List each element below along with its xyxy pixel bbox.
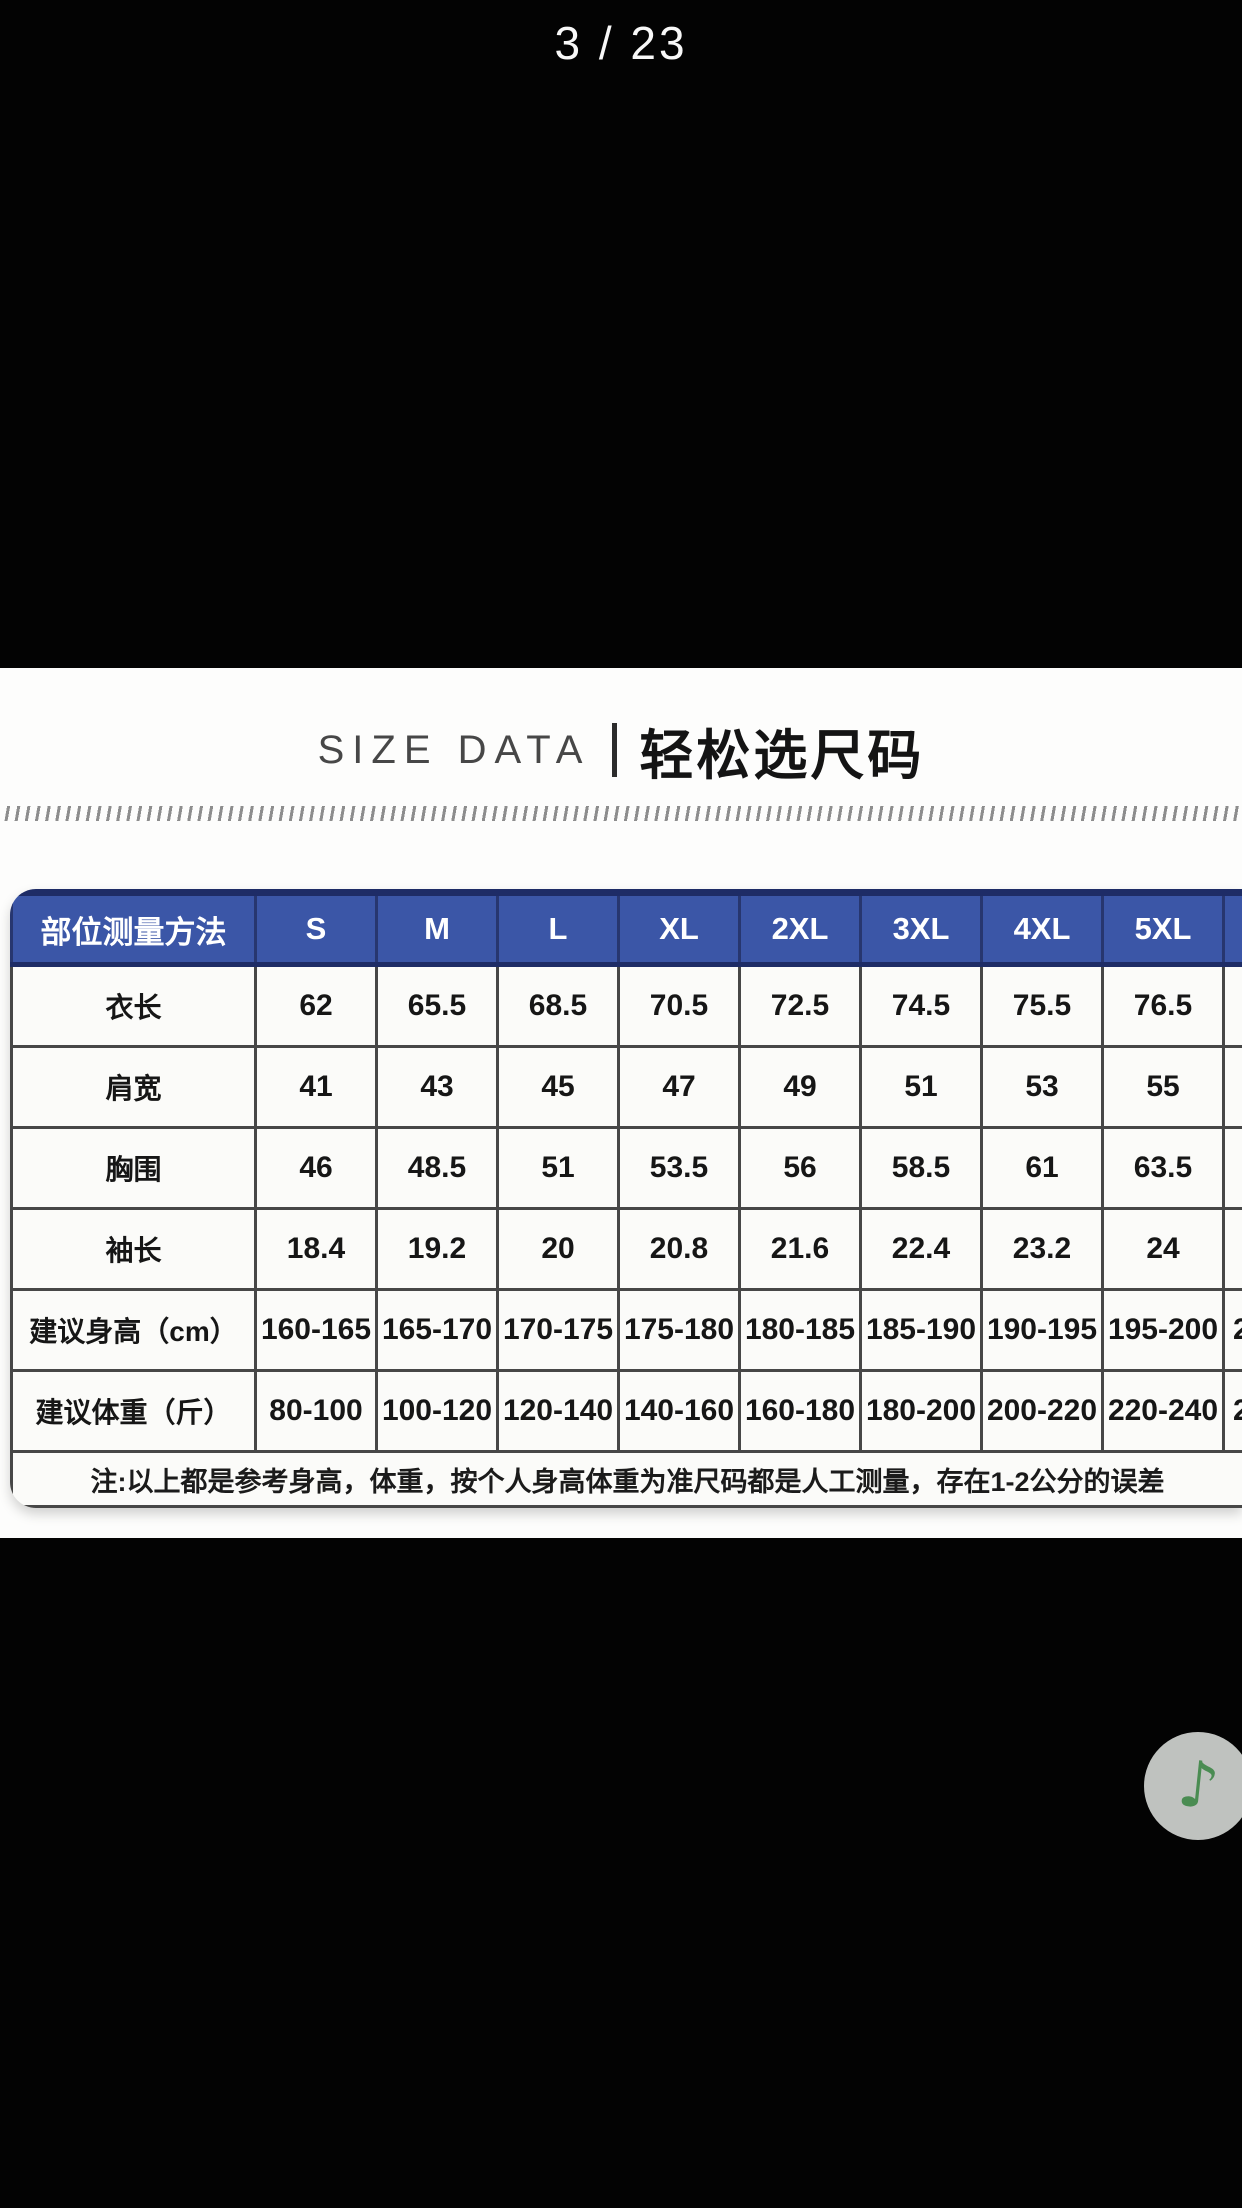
table-cell: 53 (980, 1045, 1104, 1129)
header-cell-size: 2XL (738, 889, 862, 967)
table-cell: 20.8 (617, 1207, 741, 1291)
table-cell: 21.6 (738, 1207, 862, 1291)
table-cell: 140-160 (617, 1369, 741, 1453)
table-cell: 170-175 (496, 1288, 620, 1372)
row-label: 胸围 (10, 1126, 257, 1210)
table-cell: 180-185 (738, 1288, 862, 1372)
table-cell: 195-200 (1101, 1288, 1225, 1372)
music-button[interactable]: ♪ (1144, 1732, 1242, 1840)
table-cell: 68.5 (496, 963, 620, 1048)
table-cell: 185-190 (859, 1288, 983, 1372)
table-cell: 41 (254, 1045, 378, 1129)
table-cell: 72.5 (738, 963, 862, 1048)
table-cell-cutoff (1222, 1045, 1242, 1129)
table-cell: 165-170 (375, 1288, 499, 1372)
product-image-dark-area-bottom[interactable] (0, 1538, 1242, 2208)
table-cell: 55 (1101, 1045, 1225, 1129)
table-cell: 220-240 (1101, 1369, 1225, 1453)
table-cell: 43 (375, 1045, 499, 1129)
row-label: 肩宽 (10, 1045, 257, 1129)
table-cell: 190-195 (980, 1288, 1104, 1372)
table-row: 建议体重（斤） 80-100 100-120 120-140 140-160 1… (10, 1369, 1242, 1453)
table-cell: 180-200 (859, 1369, 983, 1453)
table-cell: 48.5 (375, 1126, 499, 1210)
table-cell: 120-140 (496, 1369, 620, 1453)
table-cell: 51 (859, 1045, 983, 1129)
table-cell: 47 (617, 1045, 741, 1129)
table-cell-cutoff: 24 (1222, 1369, 1242, 1453)
table-cell: 175-180 (617, 1288, 741, 1372)
header-cell-size: 4XL (980, 889, 1104, 967)
header-cell-size: L (496, 889, 620, 967)
table-cell: 51 (496, 1126, 620, 1210)
table-cell-cutoff (1222, 1126, 1242, 1210)
header-cell-size: 3XL (859, 889, 983, 967)
hatched-divider (0, 806, 1242, 821)
size-table: 部位测量方法 S M L XL 2XL 3XL 4XL 5XL 衣长 62 65… (10, 889, 1242, 1508)
section-title: SIZE DATA 轻松选尺码 (0, 668, 1242, 786)
row-label: 建议体重（斤） (10, 1369, 257, 1453)
table-cell: 46 (254, 1126, 378, 1210)
table-cell: 22.4 (859, 1207, 983, 1291)
table-cell: 19.2 (375, 1207, 499, 1291)
section-title-zh: 轻松选尺码 (639, 725, 925, 786)
table-cell: 20 (496, 1207, 620, 1291)
table-cell: 65.5 (375, 963, 499, 1048)
table-cell: 18.4 (254, 1207, 378, 1291)
table-cell: 62 (254, 963, 378, 1048)
table-cell-cutoff (1222, 963, 1242, 1048)
table-cell: 80-100 (254, 1369, 378, 1453)
table-cell: 56 (738, 1126, 862, 1210)
table-note-row: 注:以上都是参考身高，体重，按个人身高体重为准尺码都是人工测量，存在1-2公分的… (10, 1450, 1242, 1508)
table-cell: 76.5 (1101, 963, 1225, 1048)
table-cell: 160-180 (738, 1369, 862, 1453)
row-label: 建议身高（cm） (10, 1288, 257, 1372)
music-note-icon: ♪ (1173, 1747, 1223, 1825)
header-cell-size: M (375, 889, 499, 967)
product-image-dark-area-top[interactable] (0, 0, 1242, 668)
table-cell: 75.5 (980, 963, 1104, 1048)
table-cell: 70.5 (617, 963, 741, 1048)
table-cell: 49 (738, 1045, 862, 1129)
table-cell: 100-120 (375, 1369, 499, 1453)
table-cell-cutoff (1222, 1207, 1242, 1291)
table-cell: 23.2 (980, 1207, 1104, 1291)
table-cell: 160-165 (254, 1288, 378, 1372)
table-cell: 53.5 (617, 1126, 741, 1210)
header-cell-size: 5XL (1101, 889, 1225, 967)
row-label: 衣长 (10, 963, 257, 1048)
header-cell-measure: 部位测量方法 (10, 889, 257, 967)
table-row: 胸围 46 48.5 51 53.5 56 58.5 61 63.5 (10, 1126, 1242, 1210)
table-cell: 200-220 (980, 1369, 1104, 1453)
table-header-row: 部位测量方法 S M L XL 2XL 3XL 4XL 5XL (10, 889, 1242, 967)
header-cell-size: XL (617, 889, 741, 967)
table-cell: 61 (980, 1126, 1104, 1210)
header-cell-size-cutoff (1222, 889, 1242, 967)
table-cell: 58.5 (859, 1126, 983, 1210)
title-separator-bar (612, 723, 618, 777)
table-row: 建议身高（cm） 160-165 165-170 170-175 175-180… (10, 1288, 1242, 1372)
header-cell-size: S (254, 889, 378, 967)
table-row: 袖长 18.4 19.2 20 20.8 21.6 22.4 23.2 24 (10, 1207, 1242, 1291)
table-note: 注:以上都是参考身高，体重，按个人身高体重为准尺码都是人工测量，存在1-2公分的… (10, 1450, 1242, 1508)
row-label: 袖长 (10, 1207, 257, 1291)
table-cell: 63.5 (1101, 1126, 1225, 1210)
table-row: 肩宽 41 43 45 47 49 51 53 55 (10, 1045, 1242, 1129)
table-cell-cutoff: 20 (1222, 1288, 1242, 1372)
page-indicator: 3 / 23 (554, 17, 688, 69)
table-cell: 24 (1101, 1207, 1225, 1291)
size-chart-section: SIZE DATA 轻松选尺码 部位测量方法 S M L XL 2XL 3XL … (0, 668, 1242, 1538)
table-cell: 45 (496, 1045, 620, 1129)
table-cell: 74.5 (859, 963, 983, 1048)
section-title-en: SIZE DATA (317, 727, 591, 772)
table-row: 衣长 62 65.5 68.5 70.5 72.5 74.5 75.5 76.5 (10, 963, 1242, 1048)
